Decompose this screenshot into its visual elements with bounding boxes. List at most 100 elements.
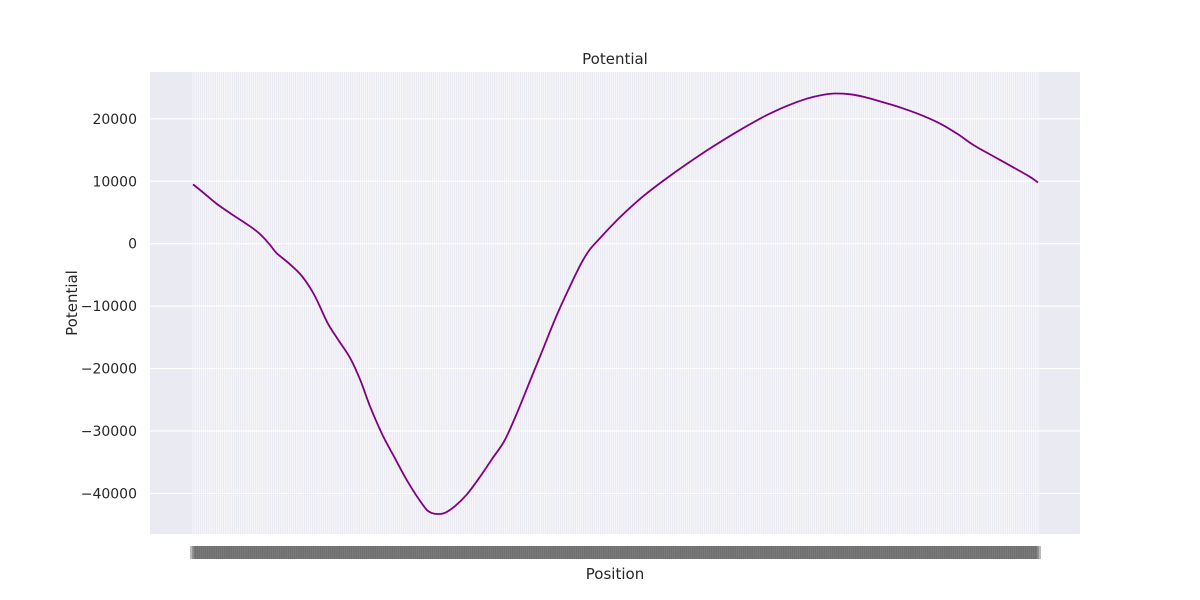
x-tick-label — [613, 546, 620, 559]
x-tick-label — [308, 546, 315, 559]
x-tick-label — [785, 546, 792, 559]
x-tick-label — [933, 546, 940, 559]
x-tick-label — [816, 546, 823, 559]
x-tick-label — [937, 546, 944, 559]
x-tick-label — [194, 546, 201, 559]
x-tick-label — [514, 546, 521, 559]
x-tick-label — [698, 546, 705, 559]
x-tick-label — [325, 546, 332, 559]
x-tick-label — [571, 546, 578, 559]
x-tick-label — [977, 546, 984, 559]
x-tick-label — [232, 546, 239, 559]
x-tick-label — [319, 546, 326, 559]
x-tick-label — [575, 546, 582, 559]
x-tick-label — [979, 546, 986, 559]
x-tick-label — [228, 546, 235, 559]
x-tick-label — [564, 546, 571, 559]
x-tick-label — [264, 546, 271, 559]
x-tick-label — [740, 546, 747, 559]
x-tick-label — [1009, 546, 1016, 559]
x-tick-label — [986, 546, 993, 559]
x-tick-label — [702, 546, 709, 559]
x-tick-label — [234, 546, 241, 559]
x-tick-label — [594, 546, 601, 559]
x-tick-label — [393, 546, 400, 559]
x-tick-label — [255, 546, 262, 559]
x-tick-label — [361, 546, 368, 559]
x-tick-label — [484, 546, 491, 559]
x-tick-label — [217, 546, 224, 559]
x-tick-label — [206, 546, 213, 559]
x-tick-label — [221, 546, 228, 559]
x-tick-label — [1022, 546, 1029, 559]
x-tick-label — [541, 546, 548, 559]
x-tick-label — [253, 546, 260, 559]
x-tick-label — [628, 546, 635, 559]
x-tick-label — [295, 546, 302, 559]
x-tick-label — [647, 546, 654, 559]
x-tick-label — [289, 546, 296, 559]
x-tick-label — [694, 546, 701, 559]
x-tick-label — [458, 546, 465, 559]
x-tick-label — [537, 546, 544, 559]
x-tick-label — [389, 546, 396, 559]
x-tick-label — [363, 546, 370, 559]
x-tick-label — [276, 546, 283, 559]
x-tick-label — [566, 546, 573, 559]
x-tick-labels — [190, 546, 1041, 559]
x-tick-label — [547, 546, 554, 559]
x-tick-label — [556, 546, 563, 559]
x-tick-label — [348, 546, 355, 559]
x-tick-label — [734, 546, 741, 559]
x-tick-label — [323, 546, 330, 559]
x-tick-label — [738, 546, 745, 559]
x-grid — [192, 72, 1039, 534]
x-tick-label — [615, 546, 622, 559]
x-tick-label — [1024, 546, 1031, 559]
x-tick-label — [994, 546, 1001, 559]
x-tick-label — [710, 546, 717, 559]
x-tick-label — [814, 546, 821, 559]
x-tick-label — [761, 546, 768, 559]
x-tick-label — [293, 546, 300, 559]
y-tick-label: 0 — [128, 237, 137, 253]
x-tick-label — [198, 546, 205, 559]
x-tick-label — [821, 546, 828, 559]
x-tick-label — [876, 546, 883, 559]
x-tick-label — [962, 546, 969, 559]
x-tick-label — [871, 546, 878, 559]
x-tick-label — [799, 546, 806, 559]
x-tick-label — [442, 546, 449, 559]
x-tick-label — [475, 546, 482, 559]
x-tick-label — [314, 546, 321, 559]
x-tick-label — [427, 546, 434, 559]
x-tick-label — [562, 546, 569, 559]
x-tick-label — [509, 546, 516, 559]
x-tick-label — [632, 546, 639, 559]
x-tick-label — [463, 546, 470, 559]
x-tick-label — [759, 546, 766, 559]
x-tick-label — [869, 546, 876, 559]
y-grid — [150, 118, 1080, 495]
x-tick-label — [376, 546, 383, 559]
x-tick-label — [687, 546, 694, 559]
x-tick-label — [827, 546, 834, 559]
x-tick-label — [778, 546, 785, 559]
x-tick-label — [600, 546, 607, 559]
x-tick-label — [946, 546, 953, 559]
x-tick-label — [857, 546, 864, 559]
x-tick-label — [751, 546, 758, 559]
x-tick-label — [298, 546, 305, 559]
x-tick-label — [583, 546, 590, 559]
x-tick-label — [274, 546, 281, 559]
x-tick-label — [763, 546, 770, 559]
x-tick-label — [196, 546, 203, 559]
x-tick-label — [425, 546, 432, 559]
y-tick-label: −40000 — [81, 486, 137, 502]
x-tick-label — [854, 546, 861, 559]
x-tick-label — [975, 546, 982, 559]
x-tick-label — [408, 546, 415, 559]
x-tick-label — [852, 546, 859, 559]
x-tick-label — [903, 546, 910, 559]
x-tick-label — [554, 546, 561, 559]
